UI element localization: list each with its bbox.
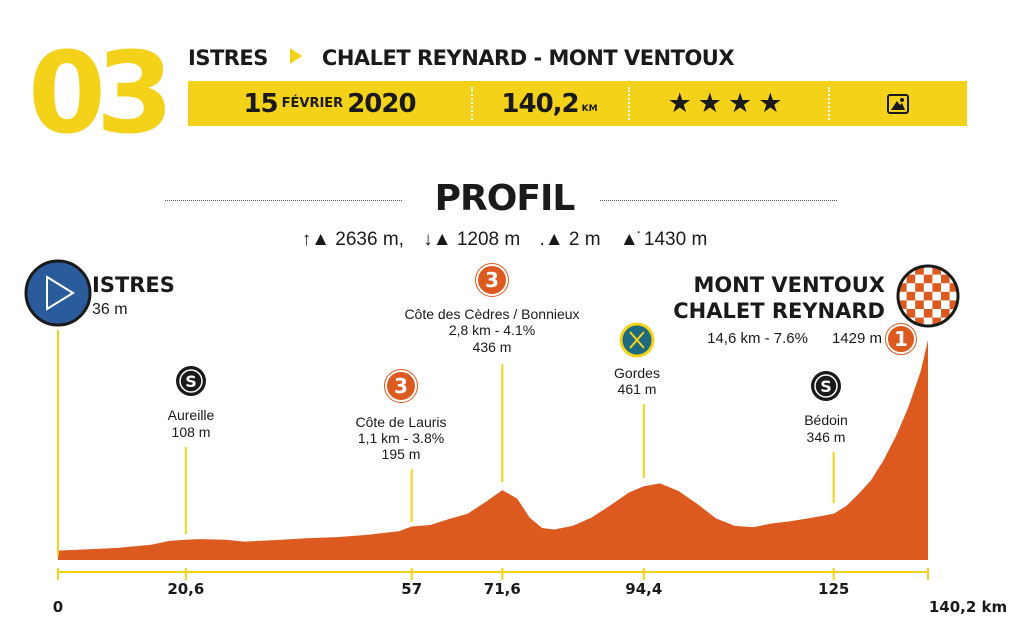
cat3-climb-icon: [385, 370, 417, 402]
sprint-icon-ring: [814, 374, 838, 398]
finish-name-line2: CHALET REYNARD: [673, 299, 885, 323]
title-rule-left: [165, 200, 402, 201]
finish-flag-border: [896, 264, 960, 328]
cedres-detail: 2,8 km - 4.1%: [449, 322, 535, 338]
finish-altitude: 1429 m: [832, 330, 882, 347]
sprint-icon-ring: [179, 369, 203, 393]
x-tick-label: 20,6: [167, 580, 204, 598]
sprint-icon-label: S: [185, 372, 197, 391]
stage-distance: 140,2 KM: [501, 88, 598, 119]
finish-flag-square: [932, 300, 941, 309]
lauris-altitude: 195 m: [382, 446, 421, 462]
start-arrow-glyph: [46, 275, 75, 311]
x-tick-label: 140,2 km: [929, 598, 1007, 616]
x-tick-label: 0: [53, 598, 63, 616]
cat3-climb-icon-ring: [475, 263, 509, 297]
finish-flag-square: [898, 300, 907, 309]
route-title: ISTRES CHALET REYNARD - MONT VENTOUX: [188, 46, 735, 70]
divider: [628, 87, 630, 120]
max-altitude: ▲̇ 1430 m: [619, 229, 708, 250]
finish-flag-square: [941, 274, 950, 284]
bedoin-name: Bédoin: [804, 412, 848, 428]
finish-flag-square: [906, 274, 916, 284]
x-tick-label: 125: [818, 580, 849, 598]
sprint-icon-label: S: [820, 377, 832, 396]
start-altitude: 36 m: [92, 301, 128, 318]
finish-city: CHALET REYNARD - MONT VENTOUX: [321, 46, 735, 70]
cat1-climb-icon: [886, 324, 916, 354]
finish-name-line1: MONT VENTOUX: [693, 273, 885, 297]
cat3-climb-icon: [476, 264, 508, 296]
cat1-climb-icon-label: 1: [894, 327, 908, 351]
stage-date: 15 FÉVRIER 2020: [243, 88, 416, 119]
cat3-climb-icon-ring: [384, 369, 418, 403]
profile-stats: ↑▲ 2636 m, ↓▲ 1208 m .▲ 2 m ▲̇ 1430 m: [0, 229, 1009, 251]
cat1-climb-icon-ring: [885, 323, 917, 355]
finish-flag-square: [923, 309, 933, 318]
finish-flag-square: [949, 283, 958, 292]
x-tick-label: 94,4: [625, 580, 662, 598]
finish-flag-square: [949, 300, 958, 309]
finish-flag-square: [958, 309, 967, 318]
bedoin-altitude: 346 m: [807, 429, 846, 445]
gordes-altitude: 461 m: [618, 381, 657, 397]
start-name: ISTRES: [92, 273, 175, 297]
profile-area: [58, 340, 928, 560]
aureille-name: Aureille: [168, 407, 215, 423]
x-tick-label: 57: [401, 580, 422, 598]
difficulty-stars: ★★★★: [667, 88, 789, 119]
finish-flag-square: [923, 274, 933, 284]
cedres-name: Côte des Cèdres / Bonnieux: [404, 306, 579, 322]
finish-flag-square: [941, 326, 950, 335]
aureille-altitude: 108 m: [172, 424, 211, 440]
stage-info-bar: 15 FÉVRIER 2020 140,2 KM ★★★★: [188, 81, 967, 126]
x-tick-label: 71,6: [484, 580, 521, 598]
elevation-gain: ↑▲ 2636 m,: [301, 229, 404, 250]
finish-flag-square: [932, 317, 941, 326]
divider: [828, 87, 830, 120]
title-rule-right: [600, 200, 837, 201]
finish-flag-square: [906, 291, 916, 301]
lauris-name: Côte de Lauris: [355, 414, 446, 430]
finish-flag-square: [941, 291, 950, 301]
profile-title: PROFIL: [434, 178, 576, 219]
gordes-name: Gordes: [614, 365, 660, 381]
divider: [471, 87, 473, 120]
finish-flag-square: [915, 300, 924, 309]
finish-flag-square: [932, 266, 941, 275]
lauris-detail: 1,1 km - 3.8%: [358, 430, 444, 446]
elevation-loss: ↓▲ 1208 m: [423, 229, 521, 250]
finish-flag-square: [923, 291, 933, 301]
finish-flag-square: [958, 275, 967, 284]
mountain-finish-icon: [828, 81, 967, 126]
finish-flag-square: [932, 283, 941, 292]
cat3-climb-icon-label: 3: [394, 374, 408, 398]
finish-flag-square: [898, 266, 907, 275]
start-city: ISTRES: [188, 46, 268, 70]
min-altitude: .▲ 2 m: [539, 229, 601, 250]
start-arrow-icon: [24, 259, 92, 327]
finish-flag-square: [949, 317, 958, 326]
finish-flag-square: [915, 283, 924, 292]
finish-flag-square: [915, 317, 924, 326]
finish-detail: 14,6 km - 7.6%: [707, 330, 808, 347]
finish-flag-square: [941, 309, 950, 318]
stage-number: 03: [28, 29, 174, 159]
finish-flag-square: [949, 266, 958, 275]
cat3-climb-icon-label: 3: [485, 268, 499, 292]
cedres-altitude: 436 m: [473, 339, 512, 355]
route-arrow-icon: [289, 48, 302, 64]
feed-zone-knife: [629, 331, 645, 349]
finish-flag-square: [958, 326, 967, 335]
finish-flag-square: [915, 266, 924, 275]
finish-flag-square: [906, 309, 916, 318]
finish-flag-square: [898, 283, 907, 292]
